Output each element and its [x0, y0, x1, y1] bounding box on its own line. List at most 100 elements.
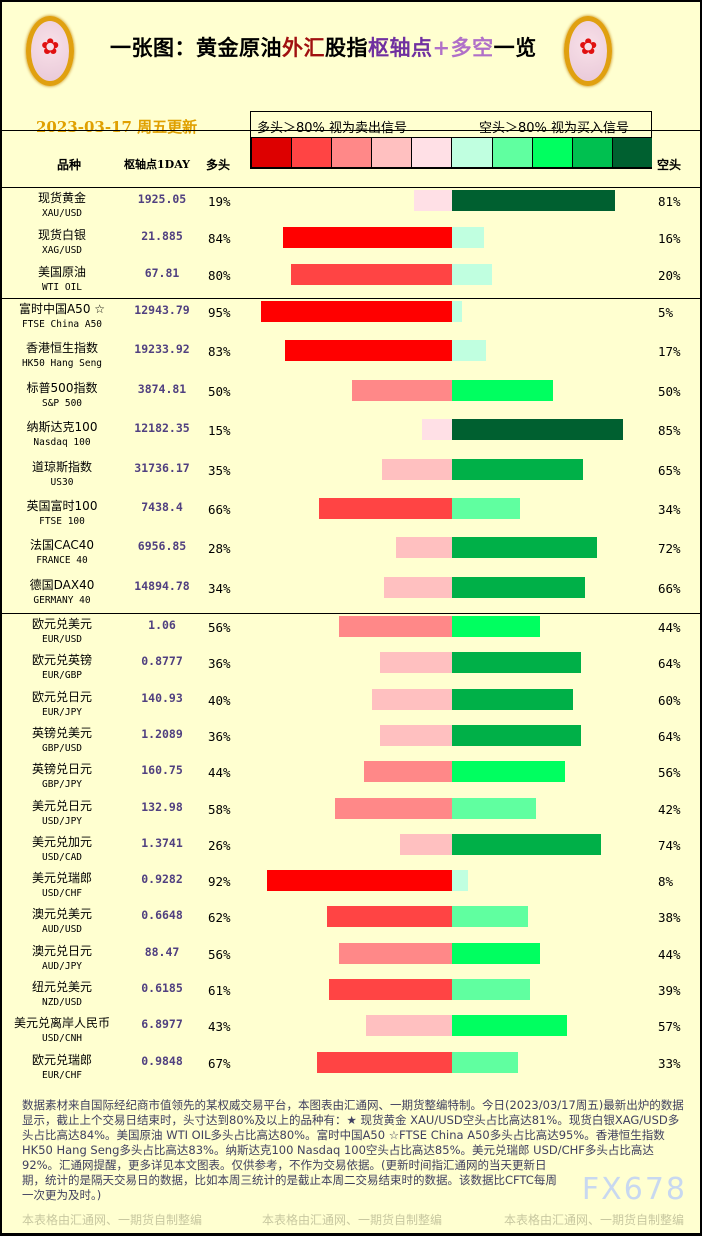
short-percent: 64%: [658, 656, 681, 672]
short-bar: [452, 458, 583, 480]
short-bar: [452, 419, 623, 441]
table-row: 欧元兑日元 EUR/JPY 140.93 40% 60%: [0, 687, 702, 723]
pivot-value: 14894.78: [134, 578, 190, 593]
long-bar: [339, 942, 452, 964]
scale-swatch: [531, 138, 572, 167]
pivot-value: 12182.35: [134, 421, 190, 436]
long-bar: [351, 379, 452, 401]
table-row: 澳元兑美元 AUD/USD 0.6648 62% 38%: [0, 904, 702, 940]
long-bar: [317, 1051, 452, 1073]
pivot-value: 6.8977: [141, 1017, 183, 1032]
name-en: GBP/USD: [41, 742, 83, 754]
short-percent: 85%: [658, 423, 681, 439]
header-pivot: 枢轴点1DAY: [124, 158, 191, 171]
instrument-name: 现货黄金 XAU/USD: [0, 191, 124, 221]
long-bar: [329, 979, 452, 1000]
short-bar: [452, 652, 581, 674]
short-percent: 16%: [658, 231, 681, 246]
header-short: 空头: [657, 158, 682, 172]
short-bar: [452, 264, 493, 285]
pivot-value: 3874.81: [137, 381, 187, 396]
pivot-value: 31736.17: [134, 460, 190, 475]
short-percent: 38%: [658, 910, 681, 926]
name-cn: 现货黄金: [37, 191, 86, 205]
table-row: 标普500指数 S&P 500 3874.81 50% 50%: [0, 378, 702, 417]
long-bar: [383, 576, 452, 598]
name-en: EUR/CHF: [41, 1069, 83, 1081]
name-cn: 欧元兑美元: [31, 617, 92, 631]
name-en: EUR/USD: [41, 634, 83, 645]
instrument-name: 标普500指数 S&P 500: [0, 381, 124, 411]
short-bar: [452, 537, 597, 559]
scale-swatch: [291, 138, 332, 167]
long-percent: 40%: [208, 692, 231, 708]
name-en: HK50 Hang Seng: [21, 358, 103, 370]
name-cn: 纽元兑美元: [31, 980, 92, 994]
legend-short: 空头＞80% 视为买入信号: [479, 121, 630, 136]
pivot-value: 12943.79: [134, 303, 190, 317]
instrument-name: 欧元兑日元 EUR/JPY: [0, 690, 124, 720]
table-row: 英镑兑日元 GBP/JPY 160.75 44% 56%: [0, 759, 702, 795]
long-bar: [339, 616, 452, 637]
instrument-name: 英镑兑日元 GBP/JPY: [0, 762, 124, 792]
table-row: 香港恒生指数 HK50 Hang Seng 19233.92 83% 17%: [0, 338, 702, 377]
name-cn: 现货白银: [37, 228, 86, 242]
pivot-value: 1.2089: [141, 726, 183, 741]
instrument-name: 纳斯达克100 Nasdaq 100: [0, 420, 124, 450]
long-bar: [291, 264, 452, 285]
short-bar: [452, 688, 573, 710]
name-en: FTSE China A50: [21, 319, 103, 330]
title-part: 枢轴点: [368, 35, 433, 60]
name-cn: 美元兑加元: [31, 834, 92, 849]
long-bar: [327, 906, 452, 928]
name-en: EUR/JPY: [41, 706, 83, 718]
long-percent: 56%: [208, 620, 231, 635]
short-percent: 44%: [658, 620, 681, 635]
section-divider: [0, 298, 702, 299]
short-bar: [452, 761, 565, 783]
instrument-name: 欧元兑瑞郎 EUR/CHF: [0, 1053, 124, 1083]
short-percent: 8%: [658, 874, 674, 890]
scale-swatch: [571, 138, 612, 167]
instrument-name: 欧元兑美元 EUR/USD: [0, 617, 124, 647]
scale-swatch: [411, 138, 452, 167]
short-percent: 17%: [658, 344, 681, 360]
instrument-name: 美元兑加元 USD/CAD: [0, 835, 124, 865]
short-percent: 60%: [658, 692, 681, 708]
short-bar: [452, 379, 553, 401]
short-percent: 65%: [658, 462, 681, 478]
name-en: Nasdaq 100: [33, 437, 91, 449]
name-en: GERMANY 40: [33, 594, 91, 606]
short-bar: [452, 190, 615, 211]
short-percent: 5%: [658, 305, 674, 320]
name-en: AUD/JPY: [41, 960, 83, 972]
footer-note: 数据素材来自国际经纪商市值领先的某权威交易平台，本图表由汇通网、一期货整编特制。…: [22, 1098, 684, 1202]
short-bar: [452, 833, 601, 855]
name-en: USD/CHF: [41, 888, 83, 900]
footer: FX678 数据素材来自国际经纪商市值领先的某权威交易平台，本图表由汇通网、一期货…: [22, 1098, 687, 1210]
long-bar: [399, 833, 452, 855]
table-row: 美国原油 WTI OIL 67.81 80% 20%: [0, 262, 702, 299]
name-cn: 标普500指数: [26, 380, 98, 395]
long-percent: 36%: [208, 656, 231, 672]
pivot-value: 1925.05: [137, 192, 187, 206]
name-en: GBP/JPY: [41, 779, 83, 791]
name-cn: 香港恒生指数: [25, 341, 98, 356]
watermark: 本表格由汇通网、一期货自制整编: [22, 1213, 203, 1227]
name-cn: 美元兑日元: [31, 798, 92, 813]
logo-right: ✿: [564, 16, 612, 86]
pivot-value: 160.75: [141, 763, 183, 778]
name-cn: 英国富时100: [26, 499, 98, 513]
table-row: 法国CAC40 FRANCE 40 6956.85 28% 72%: [0, 535, 702, 574]
name-cn: 美国原油: [37, 265, 86, 279]
long-percent: 44%: [208, 765, 231, 781]
name-en: USD/JPY: [41, 815, 83, 827]
name-en: XAG/USD: [41, 245, 83, 256]
fx678-watermark: FX678: [581, 1172, 687, 1207]
short-percent: 33%: [658, 1055, 681, 1071]
table-row: 欧元兑瑞郎 EUR/CHF 0.9848 67% 33%: [0, 1050, 702, 1086]
scale-swatch: [611, 138, 652, 167]
pivot-value: 88.47: [144, 944, 180, 959]
name-en: US30: [50, 476, 74, 488]
pivot-value: 0.6185: [141, 981, 183, 995]
